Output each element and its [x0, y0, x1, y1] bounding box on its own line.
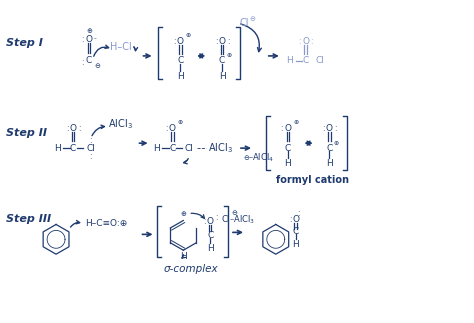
Text: :: :	[227, 36, 229, 46]
Text: C: C	[292, 227, 299, 236]
Text: H: H	[153, 144, 160, 152]
Text: :: :	[165, 124, 168, 133]
Text: ⊕: ⊕	[227, 53, 232, 58]
Text: O: O	[85, 35, 92, 44]
Text: C: C	[177, 57, 183, 65]
Text: ⊕: ⊕	[293, 120, 298, 125]
Text: C: C	[284, 144, 291, 152]
Text: :: :	[297, 209, 300, 218]
Text: :: :	[81, 58, 83, 68]
Text: ⊕: ⊕	[181, 211, 186, 216]
Text: :: :	[173, 36, 176, 46]
Text: ⋅⋅: ⋅⋅	[94, 36, 98, 42]
Text: O: O	[326, 124, 333, 133]
Text: ⊕: ⊕	[334, 141, 339, 146]
Text: Cl: Cl	[239, 18, 249, 28]
Text: O: O	[302, 36, 309, 46]
Text: C: C	[207, 231, 213, 240]
Text: H–C≡O:⊕: H–C≡O:⊕	[85, 219, 127, 228]
Text: ⊕: ⊕	[178, 120, 183, 125]
Text: ⊖: ⊖	[249, 16, 255, 22]
Text: :: :	[334, 124, 337, 133]
Text: H: H	[292, 240, 299, 249]
Text: ⊖: ⊖	[231, 210, 237, 215]
Text: :: :	[310, 36, 313, 46]
Text: O: O	[292, 215, 299, 224]
Text: H: H	[177, 72, 184, 81]
Text: Cl: Cl	[86, 144, 95, 152]
Text: Step I: Step I	[6, 38, 43, 48]
Text: Cl: Cl	[315, 57, 324, 65]
Text: O: O	[70, 124, 76, 133]
Text: C: C	[326, 144, 333, 152]
Text: H: H	[284, 160, 291, 169]
Text: :: :	[78, 124, 80, 133]
Text: :: :	[281, 124, 283, 133]
Text: Cl–AlCl$_3$: Cl–AlCl$_3$	[221, 213, 255, 226]
Text: C: C	[70, 144, 76, 152]
Text: :: :	[215, 213, 218, 222]
Text: :: :	[90, 136, 92, 145]
Text: O: O	[284, 124, 291, 133]
Text: :: :	[66, 124, 68, 133]
Text: O: O	[207, 217, 214, 226]
Text: O: O	[219, 36, 226, 46]
Text: Step III: Step III	[6, 214, 52, 224]
Text: H–Cl: H–Cl	[110, 42, 132, 52]
Text: ⊖: ⊖	[243, 155, 249, 161]
Text: ⊕: ⊕	[186, 33, 191, 37]
Text: ⊕: ⊕	[86, 28, 92, 34]
Text: Cl: Cl	[185, 144, 194, 152]
Text: C: C	[219, 57, 225, 65]
Text: C: C	[169, 144, 175, 152]
Text: :: :	[215, 36, 218, 46]
Text: :: :	[290, 215, 292, 224]
Text: C: C	[86, 57, 92, 65]
Text: AlCl$_3$: AlCl$_3$	[108, 118, 133, 131]
Text: H: H	[326, 160, 333, 169]
Text: :: :	[203, 217, 205, 226]
Text: H: H	[54, 144, 61, 152]
Text: O: O	[177, 36, 184, 46]
Text: formyl cation: formyl cation	[276, 175, 349, 185]
Text: :: :	[81, 35, 83, 44]
Text: O: O	[169, 124, 176, 133]
Text: C: C	[302, 57, 309, 65]
Text: H: H	[180, 252, 187, 261]
Text: H: H	[207, 244, 213, 253]
Text: –AlCl$_4$: –AlCl$_4$	[248, 152, 274, 164]
Text: :: :	[322, 124, 325, 133]
Text: ⊖: ⊖	[94, 63, 100, 69]
Text: :: :	[298, 36, 301, 46]
Text: Step II: Step II	[6, 128, 47, 138]
Text: AlCl$_3$: AlCl$_3$	[208, 141, 232, 155]
Text: σ-complex: σ-complex	[164, 264, 219, 274]
Text: H: H	[286, 57, 293, 65]
Text: H: H	[219, 72, 226, 81]
Text: :: :	[90, 151, 92, 161]
